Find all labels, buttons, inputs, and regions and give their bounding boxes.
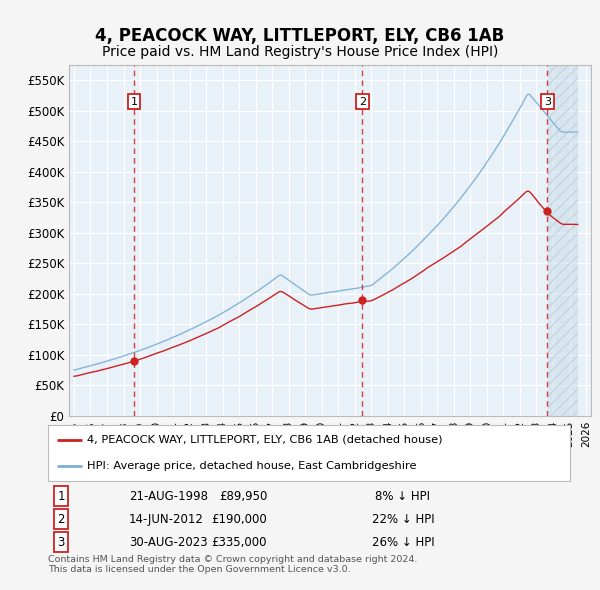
Text: 1: 1 [131,97,137,107]
Text: 4, PEACOCK WAY, LITTLEPORT, ELY, CB6 1AB (detached house): 4, PEACOCK WAY, LITTLEPORT, ELY, CB6 1AB… [87,435,443,445]
Text: 8% ↓ HPI: 8% ↓ HPI [376,490,430,503]
Text: 26% ↓ HPI: 26% ↓ HPI [371,536,434,549]
Text: £190,000: £190,000 [211,513,267,526]
Text: £89,950: £89,950 [219,490,267,503]
Text: 30-AUG-2023: 30-AUG-2023 [129,536,208,549]
Text: 3: 3 [544,97,551,107]
Text: 3: 3 [58,536,65,549]
Text: 22% ↓ HPI: 22% ↓ HPI [371,513,434,526]
Text: 14-JUN-2012: 14-JUN-2012 [129,513,204,526]
Text: 21-AUG-1998: 21-AUG-1998 [129,490,208,503]
Text: 1: 1 [58,490,65,503]
Text: HPI: Average price, detached house, East Cambridgeshire: HPI: Average price, detached house, East… [87,461,416,471]
Text: 2: 2 [359,97,366,107]
Text: Contains HM Land Registry data © Crown copyright and database right 2024.
This d: Contains HM Land Registry data © Crown c… [48,555,418,574]
Text: £335,000: £335,000 [212,536,267,549]
Text: 4, PEACOCK WAY, LITTLEPORT, ELY, CB6 1AB: 4, PEACOCK WAY, LITTLEPORT, ELY, CB6 1AB [95,27,505,45]
Text: 2: 2 [58,513,65,526]
Text: Price paid vs. HM Land Registry's House Price Index (HPI): Price paid vs. HM Land Registry's House … [102,45,498,59]
